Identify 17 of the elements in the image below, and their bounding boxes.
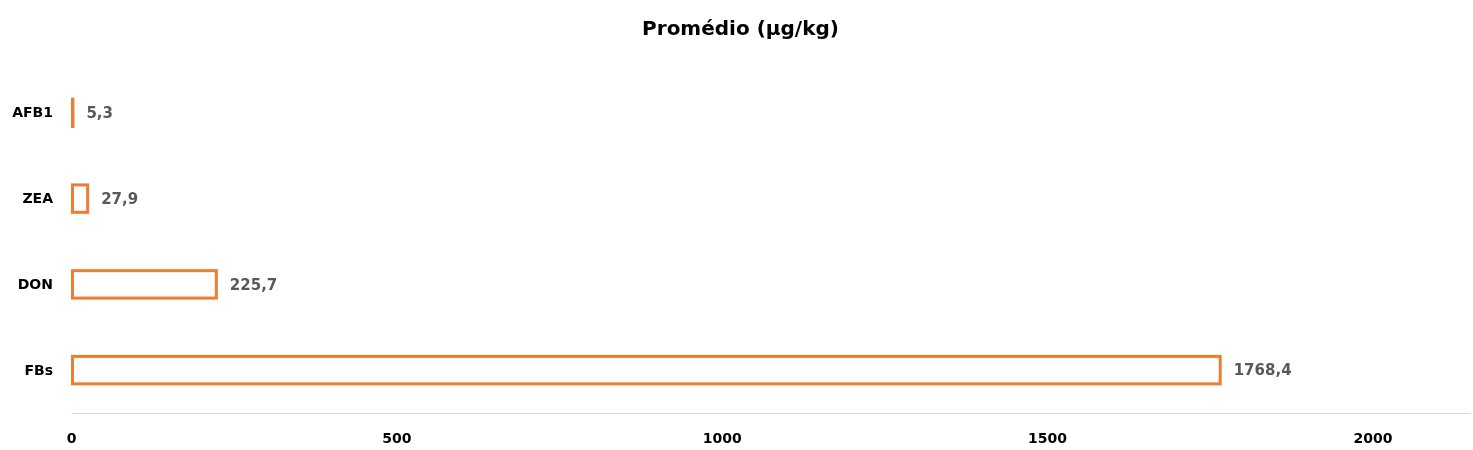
bar xyxy=(71,354,1222,386)
y-tick-label: AFB1 xyxy=(12,104,53,121)
x-tick-label: 1000 xyxy=(702,429,742,446)
x-tick-label: 500 xyxy=(382,429,412,446)
chart-title: Promédio (µg/kg) xyxy=(642,16,839,40)
data-label: 225,7 xyxy=(229,275,278,294)
bar xyxy=(71,183,90,214)
y-tick-label: ZEA xyxy=(22,190,54,207)
data-label: 27,9 xyxy=(101,189,139,208)
x-tick-label: 2000 xyxy=(1353,429,1393,446)
x-tick-label: 1500 xyxy=(1028,429,1068,446)
y-tick-label: FBs xyxy=(24,361,53,378)
bar xyxy=(71,269,218,300)
x-tick-label: 0 xyxy=(66,429,77,446)
data-label: 1768,4 xyxy=(1233,361,1292,380)
data-label: 5,3 xyxy=(86,104,114,123)
y-tick-label: DON xyxy=(17,275,53,292)
